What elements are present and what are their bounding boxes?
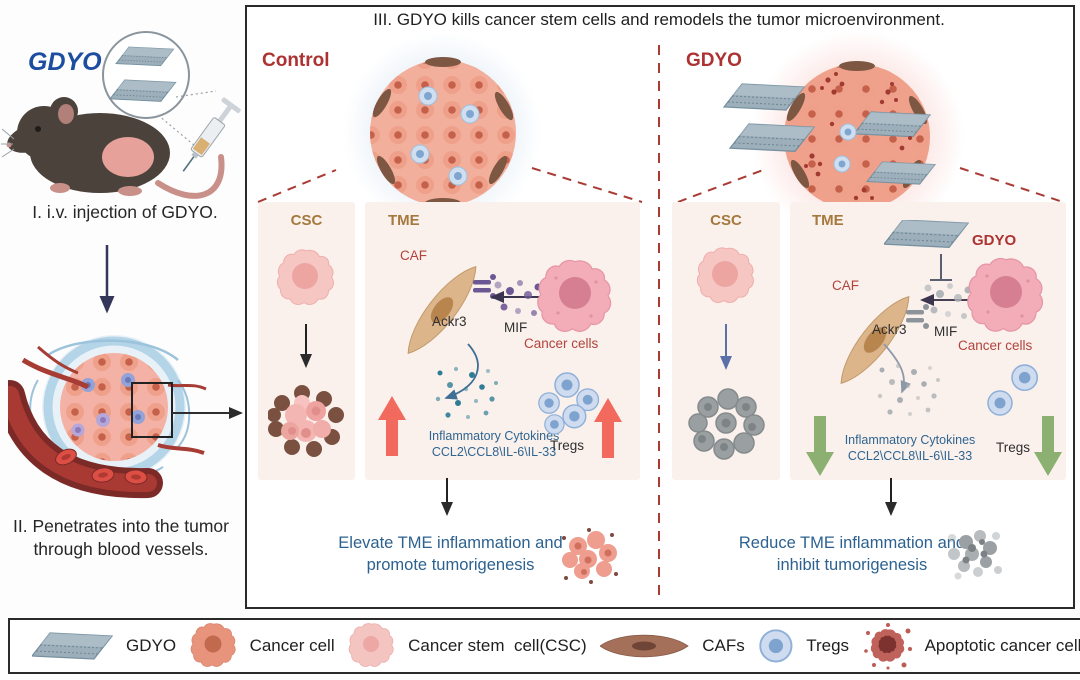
gdyo-cancer-cell — [967, 257, 1044, 332]
gdyo-secretion-arrow — [883, 343, 911, 394]
legend-label: Cancer cell — [249, 636, 335, 655]
gdyo-mif-label: MIF — [934, 324, 958, 339]
tumor-blood-vessel-illustration — [8, 335, 243, 499]
control-dashed-connectors — [257, 167, 643, 203]
mouse-ear — [58, 104, 74, 124]
control-cancer-cell — [537, 259, 612, 332]
tumor-patch — [102, 137, 154, 177]
legend-label: CAFs — [702, 636, 745, 655]
inhibition-tbar — [930, 254, 952, 281]
control-csc-label: CSC — [290, 212, 323, 229]
down-arrow-green-2 — [1034, 416, 1062, 476]
control-csc-tumor-mass — [268, 385, 344, 457]
legend-item-gdyo: GDYO — [32, 631, 176, 661]
legend-label: Cancer stem cell(CSC) — [408, 636, 587, 655]
treg-cells-in-sphere — [410, 86, 480, 186]
mouse-injection-illustration — [1, 31, 241, 199]
legend-item-cafs: CAFs — [600, 632, 745, 660]
legend-label: GDYO — [126, 636, 177, 655]
gdyo-outcome-arrow — [885, 478, 897, 516]
control-cancer-cells-label: Cancer cells — [524, 336, 599, 351]
up-arrow-red — [378, 396, 406, 456]
mouse-tail — [155, 154, 225, 199]
gdyo-sheet-label: GDYO — [972, 232, 1017, 249]
up-arrow-red-2 — [594, 398, 622, 458]
syringe-icon — [182, 97, 241, 172]
gdyo-outcome-text: Reduce TME inflammation and inhibit tumo… — [738, 534, 966, 575]
control-secretion-arrow — [444, 343, 479, 400]
gdyo-ackr3-label: Ackr3 — [872, 322, 907, 337]
mouse-eye — [35, 126, 41, 132]
apoptotic-specks — [804, 72, 912, 201]
control-outcome-tumor-icon — [562, 528, 618, 584]
gdyo-title-left: GDYO — [28, 48, 102, 76]
gdyo-outcome-tumor-icon — [948, 530, 1002, 580]
legend-item-csc: Cancer stem cell(CSC) — [348, 622, 587, 670]
cancer-stem-cell-icon — [696, 247, 754, 303]
down-arrow-left — [99, 245, 115, 314]
control-ackr3-label: Ackr3 — [432, 314, 467, 329]
apoptotic-cancer-cells-icon — [863, 623, 912, 670]
legend: GDYO Cancer cell Cancer stem cell(CSC) C… — [8, 618, 1080, 674]
tregs-icon — [759, 629, 793, 663]
control-outcome-text: Elevate TME inflammation and promote tum… — [338, 534, 563, 575]
control-tme-label: TME — [388, 212, 420, 229]
control-tumor-sphere — [370, 57, 516, 208]
red-blood-cells — [55, 448, 148, 485]
gdyo-incoming-sheets — [723, 83, 815, 152]
zoom-region-square — [131, 382, 173, 438]
control-cytokine-dots — [435, 367, 498, 419]
control-cytokines-label: Inflammatory Cytokines CCL2\CCL8\IL-6\IL… — [428, 429, 560, 460]
gdyo-caf-cell — [830, 288, 929, 393]
control-tregs-label: Tregs — [550, 438, 585, 453]
cafs-icon — [600, 634, 689, 658]
ackr3-receptor-icon — [906, 304, 929, 329]
gdyo-mif-dots-arrow — [920, 283, 985, 319]
cancer-stem-cell-icon — [348, 623, 394, 667]
gdyo-cytokines-label: Inflammatory Cytokines CCL2\CCL8\IL-6\IL… — [844, 433, 976, 464]
control-mif-label: MIF — [504, 320, 528, 335]
panel-title: III. GDYO kills cancer stem cells and re… — [373, 10, 945, 29]
legend-item-apoptotic: Apoptotic cancer cells — [863, 622, 1080, 670]
gdyo-tumor-sphere — [784, 61, 936, 212]
gdyo-heading: GDYO — [686, 50, 742, 71]
gdyo-dead-csc-mass — [688, 388, 765, 460]
legend-label: Tregs — [806, 636, 850, 655]
gdyo-cancer-cells-label: Cancer cells — [958, 338, 1033, 353]
down-arrow-green — [806, 416, 834, 476]
control-caf-label: CAF — [400, 248, 427, 263]
step2-caption: II. Penetrates into the tumor through bl… — [13, 516, 229, 559]
control-caf-cell — [397, 258, 496, 363]
gdyo-sheet-icon — [32, 632, 113, 660]
legend-item-tregs: Tregs — [758, 628, 849, 664]
gdyo-tregs-label: Tregs — [996, 440, 1031, 455]
control-outcome-arrow — [441, 478, 453, 516]
gdyo-csc-down-arrow — [720, 324, 732, 370]
nanosheet-inset-circle — [102, 31, 190, 119]
legend-item-cancer-cell: Cancer cell — [190, 622, 335, 670]
step1-caption: I. i.v. injection of GDYO. — [32, 202, 218, 222]
gdyo-sheet-icon-tme — [884, 220, 969, 248]
cancer-stem-cell-icon — [276, 249, 334, 305]
treg-cells-in-sphere — [833, 123, 857, 173]
gdyo-tme-box — [790, 202, 1066, 480]
panel-divider-dashed — [658, 45, 660, 602]
legend-label: Apoptotic cancer cells — [924, 636, 1080, 655]
gdyo-dashed-connectors — [677, 167, 1064, 203]
gdyo-caf-label: CAF — [832, 278, 859, 293]
cancer-cell-icon — [190, 623, 236, 667]
gdyo-csc-label: CSC — [710, 212, 742, 229]
ackr3-receptor-icon — [473, 274, 496, 299]
gdyo-cytokine-dots — [877, 364, 940, 416]
gdyo-tme-label: TME — [812, 212, 844, 229]
control-heading: Control — [262, 50, 330, 71]
control-csc-down-arrow — [300, 324, 312, 368]
mouse-illustration — [1, 97, 225, 199]
